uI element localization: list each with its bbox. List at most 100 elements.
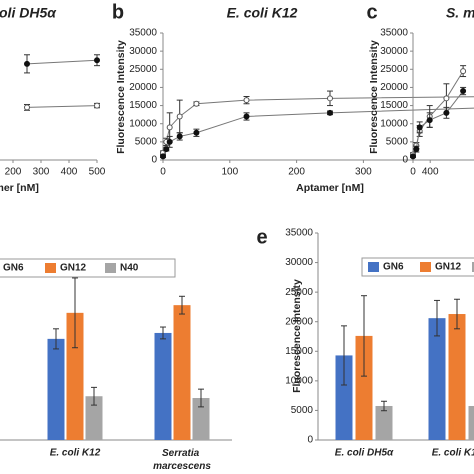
panel: E. coli DH5αAptamer [nM]0100200300400500: [0, 5, 106, 194]
data-point: [416, 124, 423, 131]
bar: [85, 396, 103, 440]
data-point: [166, 138, 173, 145]
label-line: Serratia: [162, 448, 202, 459]
bar: [154, 332, 172, 440]
y-tick-label: 0: [151, 155, 157, 166]
y-tick-label: 10000: [129, 118, 157, 129]
y-tick-label: 10000: [380, 118, 408, 129]
x-tick-label: E. coli K12: [432, 448, 474, 459]
x-tick-label: 300: [33, 167, 50, 178]
y-tick-label: 25000: [129, 64, 157, 75]
x-tick-label: 200: [288, 167, 305, 178]
y-tick-label: 15000: [285, 346, 313, 357]
data-point: [94, 57, 100, 64]
panel: cS. marcescensFluorescence IntensityApta…: [366, 1, 474, 178]
legend-swatch: [45, 263, 56, 273]
x-tick-label: 400: [61, 167, 78, 178]
legend-swatch: [472, 262, 474, 272]
x-tick-label: 300: [355, 167, 372, 178]
series-line: [412, 70, 464, 155]
x-tick-label: 0: [410, 167, 416, 178]
x-tick-label: Serratia marcescens: [153, 448, 211, 472]
data-point: [413, 146, 420, 153]
chart-title: E. coli K12: [227, 5, 298, 21]
y-tick-label: 25000: [380, 64, 408, 75]
x-tick-label: 400: [422, 167, 439, 178]
y-tick-label: 30000: [285, 257, 313, 268]
panel-label: b: [112, 1, 124, 23]
series-line: [26, 105, 98, 108]
y-tick-label: 15000: [129, 100, 157, 111]
y-tick-label: 5000: [291, 405, 314, 416]
data-point: [426, 117, 433, 124]
x-tick-label: 0: [160, 167, 166, 178]
data-point: [176, 113, 183, 120]
bar: [468, 405, 474, 440]
y-tick-label: 10000: [285, 375, 313, 386]
data-point: [243, 97, 250, 104]
y-axis-label: Fluorescence Intensity: [115, 40, 127, 154]
data-point: [443, 95, 450, 102]
bar: [428, 318, 446, 440]
y-tick-label: 20000: [129, 82, 157, 93]
y-axis-label: Fluorescence Intensity: [368, 40, 380, 154]
legend-label: GN6: [383, 262, 404, 273]
bar: [355, 335, 373, 440]
legend-swatch: [105, 263, 116, 273]
data-point: [166, 124, 173, 131]
y-tick-label: 5000: [135, 136, 158, 147]
y-tick-label: 30000: [380, 46, 408, 57]
data-point: [24, 60, 30, 67]
chart-title: S. marcescens: [446, 5, 474, 21]
bar: [375, 405, 393, 440]
bar: [66, 312, 84, 440]
series-line: [412, 90, 464, 157]
panel: b E. coli K12 Fluorescence Intensity Aptame…: [112, 1, 474, 194]
legend-label: N40: [120, 263, 139, 274]
y-tick-label: 0: [307, 435, 313, 446]
data-point: [94, 102, 100, 109]
data-point: [160, 153, 166, 160]
y-tick-label: 20000: [285, 316, 313, 327]
y-tick-label: 25000: [285, 287, 313, 298]
panel-label: e: [256, 226, 267, 248]
y-tick-label: 15000: [380, 100, 408, 111]
data-point: [193, 129, 200, 136]
bar: [173, 305, 191, 440]
data-point: [327, 95, 333, 102]
x-tick-label: E. coli DH5α: [335, 448, 394, 459]
data-point: [443, 109, 450, 116]
legend-label: GN6: [3, 263, 24, 274]
legend-swatch: [368, 262, 379, 272]
x-tick-label: E. coli K12: [50, 448, 101, 459]
data-point: [193, 100, 200, 107]
panel-label: c: [366, 1, 377, 23]
x-tick-label: 200: [5, 167, 22, 178]
y-tick-label: 35000: [129, 28, 157, 39]
y-axis-label: Fluorescence Intensity: [291, 279, 303, 393]
data-point: [163, 146, 170, 153]
legend-frame: [0, 258, 176, 278]
y-tick-label: 30000: [129, 46, 157, 57]
y-tick-label: 35000: [285, 228, 313, 239]
legend-frame: [361, 257, 474, 277]
x-tick-label: 100: [221, 167, 238, 178]
y-tick-label: 0: [402, 155, 408, 166]
series-line: [162, 96, 474, 153]
data-point: [410, 153, 416, 160]
data-point: [460, 88, 467, 95]
x-axis-label: Aptamer [nM]: [296, 182, 364, 194]
bar: [335, 355, 353, 440]
data-point: [176, 133, 183, 140]
x-axis-label: Aptamer [nM]: [0, 182, 39, 194]
bar: [192, 398, 210, 440]
chart-title: E. coli DH5α: [0, 5, 57, 21]
y-tick-label: 35000: [380, 28, 408, 39]
data-point: [460, 68, 467, 75]
data-point: [24, 104, 30, 111]
bar: [47, 338, 65, 440]
panel: e Fluorescence Intensity 0 5000 10000 15000 20…: [256, 226, 474, 459]
data-point: [243, 113, 250, 120]
